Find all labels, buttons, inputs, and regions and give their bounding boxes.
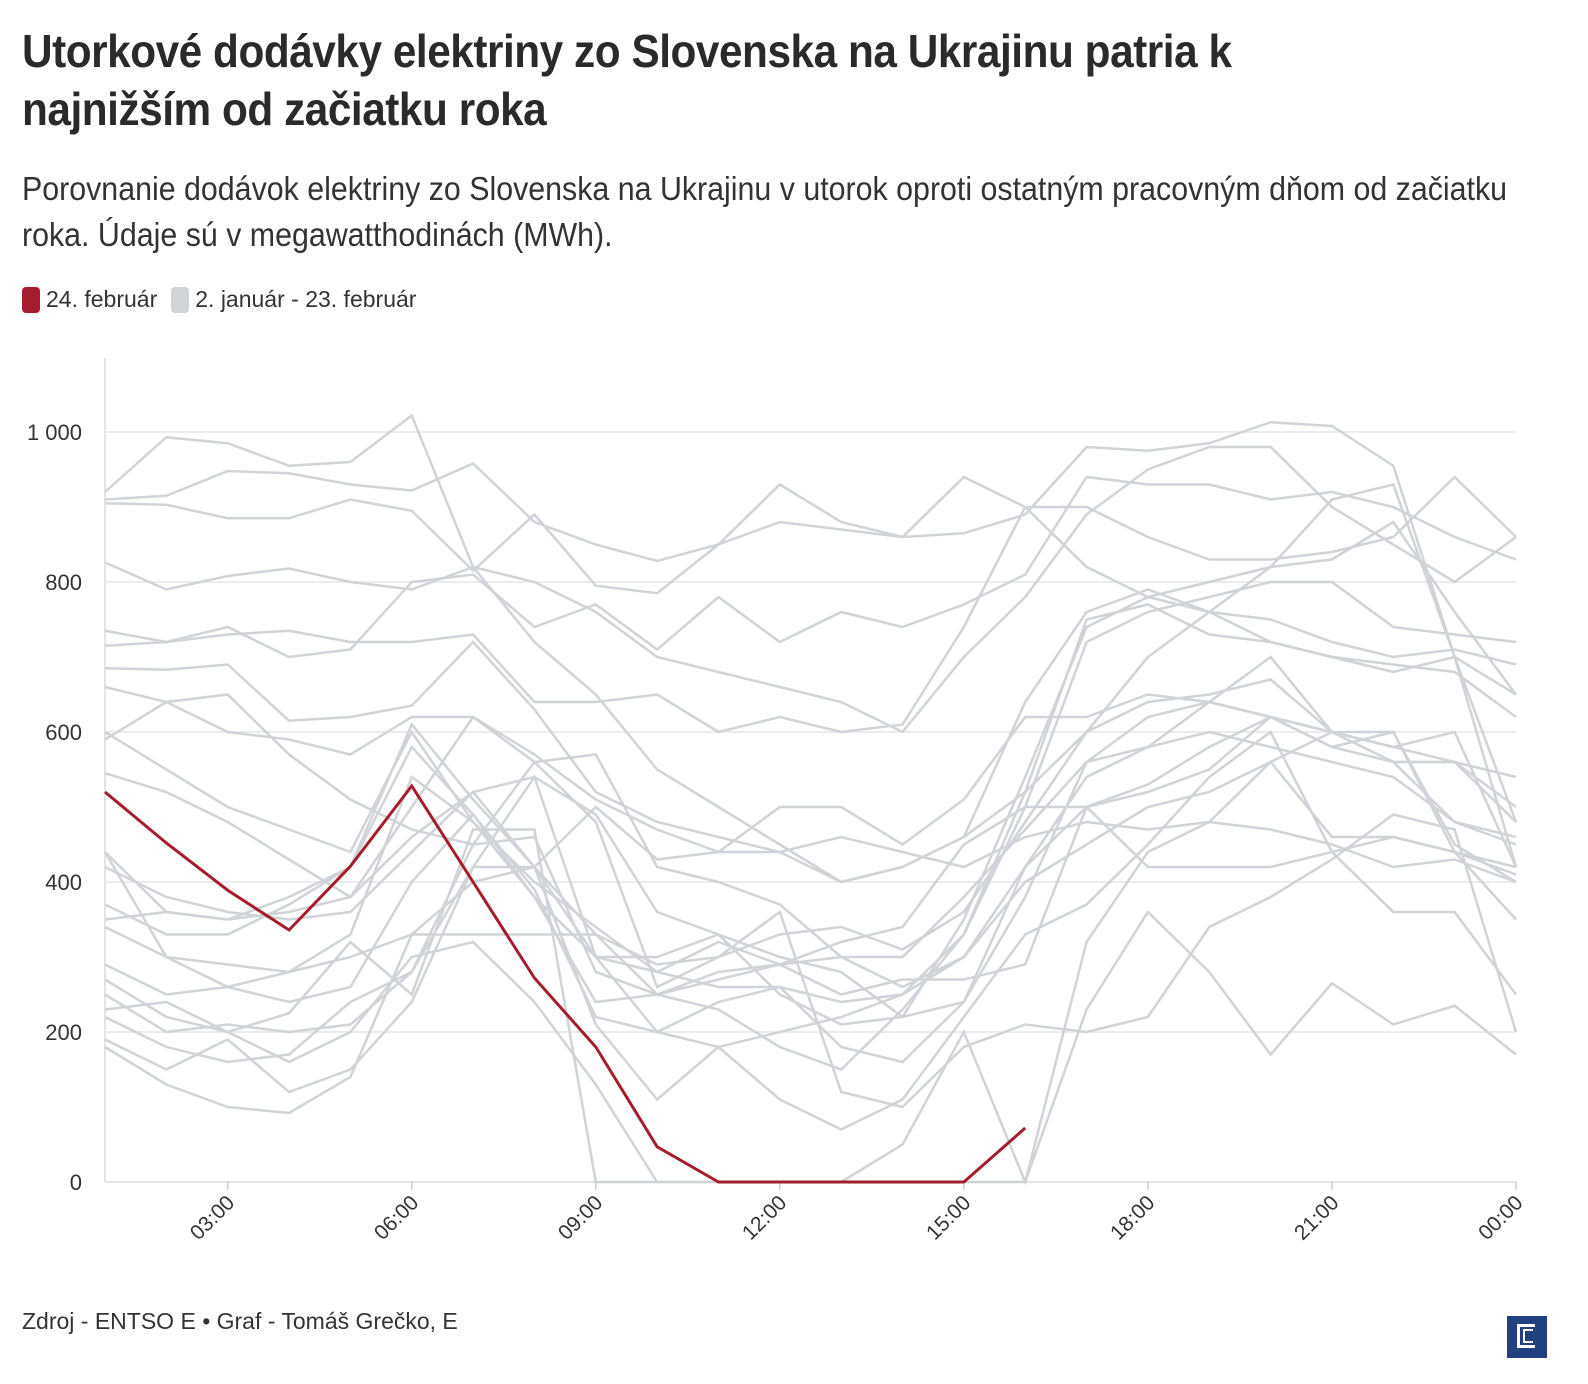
series-line-highlight <box>104 783 1027 1184</box>
y-tick-label: 200 <box>45 1020 82 1045</box>
x-tick-label: 12:00 <box>738 1191 791 1244</box>
series-line-background <box>104 685 1517 854</box>
series-line-background <box>103 805 1517 989</box>
series-line-background <box>104 603 1517 1049</box>
series-line-background <box>104 445 1517 734</box>
series-line-background <box>104 729 1517 1004</box>
publisher-logo <box>1507 1316 1547 1358</box>
x-tick-label: 21:00 <box>1290 1191 1343 1244</box>
y-tick-label: 400 <box>45 870 82 895</box>
series-line-background <box>104 715 1517 1064</box>
y-tick-label: 0 <box>70 1170 82 1195</box>
chart-title: Utorkové dodávky elektriny zo Slovenska … <box>22 25 1232 135</box>
legend-item-background: 2. január - 23. február <box>171 286 416 313</box>
series-line-background <box>104 774 1517 1094</box>
chart-subtitle: Porovnanie dodávok elektriny zo Slovensk… <box>22 170 1508 253</box>
x-tick-label: 00:00 <box>1474 1191 1527 1244</box>
y-tick-label: 800 <box>45 570 82 595</box>
legend-swatch-red <box>22 286 40 313</box>
y-tick-label: 1 000 <box>27 420 82 445</box>
x-tick-label: 15:00 <box>922 1191 975 1244</box>
line-chart: 0 200 400 600 800 1 000 03:00 06:00 09:00 12:00 15… <box>27 358 1528 1245</box>
legend-label: 24. február <box>46 286 158 312</box>
y-tick-label: 600 <box>45 720 82 745</box>
legend: 24. február 2. január - 23. február <box>22 286 416 313</box>
series-line-background <box>104 813 1518 1115</box>
series-line-background <box>104 760 1517 1184</box>
series-line-background <box>104 730 1518 1131</box>
x-tick-label: 06:00 <box>370 1191 423 1244</box>
series-line-background <box>104 655 1517 1064</box>
footer-source: Zdroj - ENTSO E • Graf - Tomáš Grečko, E <box>22 1308 458 1334</box>
series-line-background <box>104 413 1518 884</box>
series-line-background <box>104 475 1517 659</box>
series-line-background <box>104 475 1517 734</box>
series-line-background <box>104 678 1517 989</box>
legend-label: 2. január - 23. február <box>195 286 417 312</box>
series-line-background <box>104 420 1518 823</box>
x-tick-label: 03:00 <box>186 1191 239 1244</box>
series-line-background <box>104 700 1518 996</box>
series-line-background <box>104 580 1517 1071</box>
legend-item-highlight: 24. február <box>22 286 157 313</box>
series-line-background <box>104 475 1518 868</box>
x-tick-label: 18:00 <box>1106 1191 1159 1244</box>
x-tick-label: 09:00 <box>554 1191 607 1244</box>
legend-swatch-gray <box>171 286 190 313</box>
